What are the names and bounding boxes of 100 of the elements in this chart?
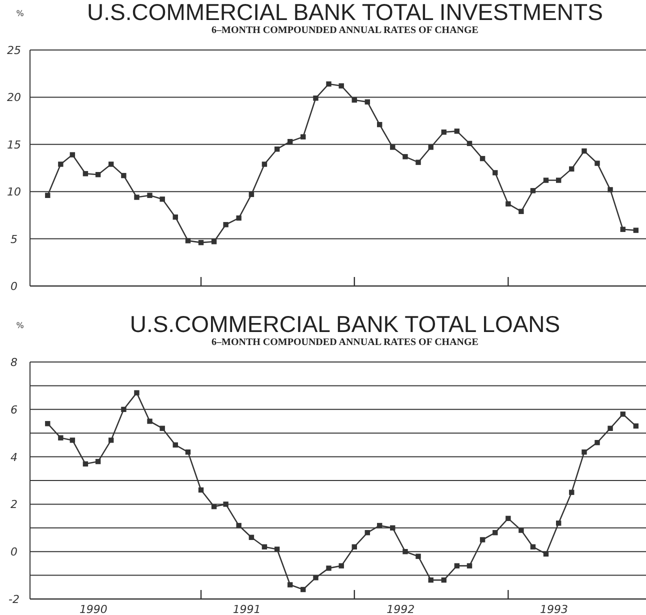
point bbox=[352, 544, 357, 550]
point bbox=[185, 238, 191, 244]
point bbox=[236, 522, 242, 528]
point bbox=[70, 438, 76, 443]
point bbox=[274, 146, 280, 152]
point bbox=[466, 563, 472, 568]
point bbox=[390, 525, 396, 530]
point bbox=[223, 222, 228, 228]
chart-title: U.S.COMMERCIAL BANK TOTAL INVESTMENTS bbox=[87, 0, 603, 25]
x-tick-label: 1991 bbox=[232, 603, 261, 615]
point bbox=[185, 449, 191, 455]
point bbox=[45, 192, 50, 198]
point bbox=[352, 97, 357, 103]
point bbox=[569, 490, 574, 495]
y-tick-label: 20 bbox=[7, 91, 21, 104]
point bbox=[262, 162, 268, 167]
point bbox=[58, 435, 64, 440]
point bbox=[300, 134, 306, 140]
point bbox=[633, 228, 639, 233]
point bbox=[58, 162, 64, 167]
point bbox=[480, 156, 486, 162]
point bbox=[326, 566, 332, 571]
point bbox=[95, 458, 101, 464]
point bbox=[211, 239, 217, 244]
point bbox=[518, 528, 524, 533]
point bbox=[121, 172, 126, 178]
point bbox=[45, 421, 50, 426]
point bbox=[82, 461, 88, 467]
y-tick-label: 10 bbox=[7, 186, 21, 199]
point bbox=[441, 130, 446, 135]
point bbox=[248, 192, 254, 198]
point bbox=[70, 152, 76, 158]
point bbox=[569, 166, 574, 172]
point bbox=[223, 502, 228, 507]
point bbox=[543, 178, 549, 183]
point bbox=[300, 586, 306, 592]
y-tick-label: 0 bbox=[10, 280, 18, 293]
point bbox=[198, 240, 204, 246]
point bbox=[82, 171, 88, 176]
point bbox=[313, 96, 318, 101]
y-tick-label: 8 bbox=[10, 356, 18, 369]
point bbox=[390, 144, 396, 150]
point bbox=[594, 440, 600, 446]
chart-title: U.S.COMMERCIAL BANK TOTAL LOANS bbox=[130, 311, 560, 337]
point bbox=[402, 154, 408, 160]
point bbox=[543, 551, 549, 557]
x-tick-label: 1993 bbox=[540, 603, 568, 615]
y-tick-label: 6 bbox=[10, 403, 18, 416]
x-tick-label: 1992 bbox=[386, 603, 415, 615]
point bbox=[274, 546, 280, 552]
point bbox=[326, 81, 332, 87]
point bbox=[492, 530, 498, 536]
point bbox=[402, 549, 408, 554]
point bbox=[506, 201, 511, 206]
point bbox=[620, 226, 626, 232]
point bbox=[262, 544, 268, 550]
point bbox=[172, 214, 178, 220]
point bbox=[633, 423, 639, 429]
point bbox=[466, 140, 472, 146]
y-tick-label: 0 bbox=[10, 546, 18, 559]
point bbox=[428, 144, 434, 150]
x-tick-label: 1990 bbox=[79, 603, 108, 615]
point bbox=[236, 215, 242, 221]
point bbox=[147, 192, 152, 198]
point bbox=[172, 442, 178, 448]
point bbox=[338, 83, 344, 88]
point bbox=[556, 178, 562, 183]
point bbox=[211, 504, 217, 510]
point bbox=[338, 563, 344, 568]
point bbox=[364, 530, 370, 536]
y-axis-title: % bbox=[16, 9, 24, 18]
point bbox=[530, 544, 536, 550]
point bbox=[147, 418, 152, 424]
point bbox=[160, 196, 165, 202]
point bbox=[480, 537, 486, 542]
point bbox=[377, 522, 382, 528]
chart-subtitle: 6–MONTH COMPOUNDED ANNUAL RATES OF CHANGE bbox=[212, 25, 479, 36]
point bbox=[582, 449, 587, 455]
y-tick-label: -2 bbox=[8, 593, 20, 606]
point bbox=[108, 162, 114, 167]
point bbox=[530, 188, 536, 194]
point bbox=[313, 575, 318, 580]
y-tick-label: 5 bbox=[10, 232, 18, 246]
y-tick-label: 4 bbox=[10, 450, 18, 464]
point bbox=[288, 138, 293, 144]
point bbox=[121, 406, 126, 412]
point bbox=[556, 520, 562, 526]
point bbox=[134, 390, 140, 396]
point bbox=[454, 128, 460, 134]
point bbox=[248, 534, 254, 540]
point bbox=[608, 426, 613, 431]
point bbox=[416, 554, 421, 559]
point bbox=[582, 148, 587, 154]
point bbox=[198, 487, 204, 493]
y-axis-title: % bbox=[16, 321, 24, 330]
chart-subtitle: 6–MONTH COMPOUNDED ANNUAL RATES OF CHANGE bbox=[212, 337, 479, 348]
point bbox=[288, 582, 293, 588]
point bbox=[108, 438, 114, 443]
point bbox=[441, 577, 446, 583]
point bbox=[454, 563, 460, 568]
